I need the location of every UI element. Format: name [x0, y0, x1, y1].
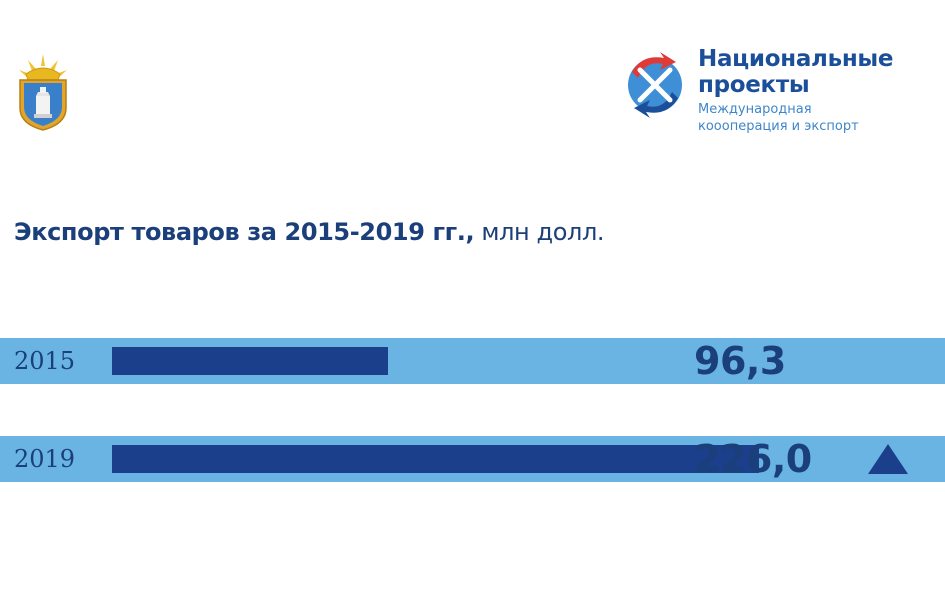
value-label-2019: 226,0	[694, 437, 812, 481]
np-subtitle-line2: коооперация и экспорт	[698, 119, 859, 134]
chart-heading-unit: млн долл.	[474, 218, 605, 246]
national-projects-logo: Национальные проекты Международная коооп…	[620, 44, 920, 144]
export-bar-chart: 2015 96,3 2019 226,0	[0, 330, 945, 500]
np-title-line2: проекты	[698, 72, 810, 98]
coat-of-arms-logo	[19, 54, 67, 131]
triangle-up-icon	[868, 444, 908, 474]
np-title-line1: Национальные	[698, 46, 894, 72]
np-emblem-icon	[628, 52, 682, 118]
np-subtitle-line1: Международная	[698, 102, 812, 117]
chart-heading: Экспорт товаров за 2015-2019 гг., млн до…	[14, 218, 605, 246]
value-label-2015: 96,3	[694, 339, 786, 383]
category-label-2019: 2019	[14, 445, 76, 473]
triangle-up-shape	[868, 444, 908, 474]
bar-2019	[112, 445, 759, 473]
category-label-2015: 2015	[14, 347, 76, 375]
chart-heading-main: Экспорт товаров за 2015-2019 гг.,	[14, 218, 475, 246]
bar-2015	[112, 347, 388, 375]
